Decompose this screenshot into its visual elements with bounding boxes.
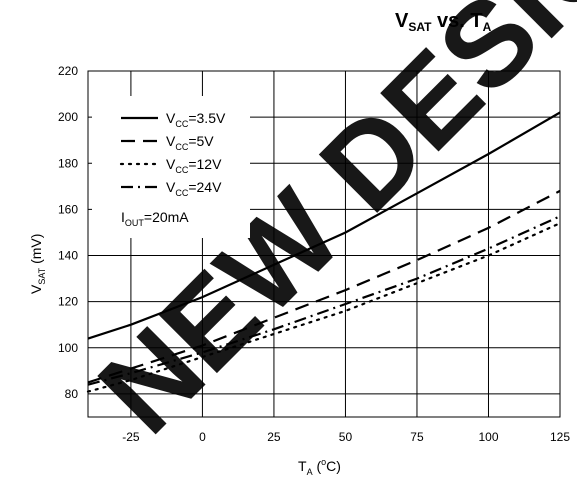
x-tick-label: -25 <box>122 430 140 444</box>
x-tick-label: 100 <box>478 430 498 444</box>
y-axis-label: VSAT (mV) <box>28 234 47 294</box>
legend-background <box>92 96 250 238</box>
x-tick-label: 25 <box>267 430 281 444</box>
series-line-3.5V <box>87 111 561 340</box>
y-tick-label: 140 <box>58 249 78 263</box>
y-tick-label: 120 <box>58 295 78 309</box>
legend-label-3.5V: VCC=3.5V <box>166 110 226 129</box>
x-tick-label: 0 <box>199 430 206 444</box>
legend-label-12V: VCC=12V <box>166 156 222 175</box>
y-tick-label: 200 <box>58 110 78 124</box>
y-tick-label: 160 <box>58 202 78 216</box>
x-axis-label: TA (oC) <box>298 457 341 477</box>
y-tick-label: 180 <box>58 156 78 170</box>
x-tick-label: 125 <box>550 430 570 444</box>
legend-label-5V: VCC=5V <box>166 133 214 152</box>
x-tick-label: 50 <box>339 430 353 444</box>
y-tick-label: 100 <box>58 341 78 355</box>
tick-labels: -25 0 25 50 75 100 125 80 100 120 140 160 180 200 220 <box>58 64 570 444</box>
series-line-24V <box>87 215 561 386</box>
current-annotation: IOUT=20mA <box>121 209 189 228</box>
y-tick-label: 220 <box>58 64 78 78</box>
series-line-5V <box>87 189 561 384</box>
legend-label-24V: VCC=24V <box>166 179 222 198</box>
y-tick-label: 80 <box>65 387 79 401</box>
chart-title: VSAT vs. TA <box>395 10 492 34</box>
series-lines <box>86 111 562 393</box>
legend: VCC=3.5V VCC=5V VCC=12V VCC=24V <box>119 110 226 198</box>
series-line-12V <box>86 222 562 393</box>
x-tick-label: 75 <box>410 430 424 444</box>
